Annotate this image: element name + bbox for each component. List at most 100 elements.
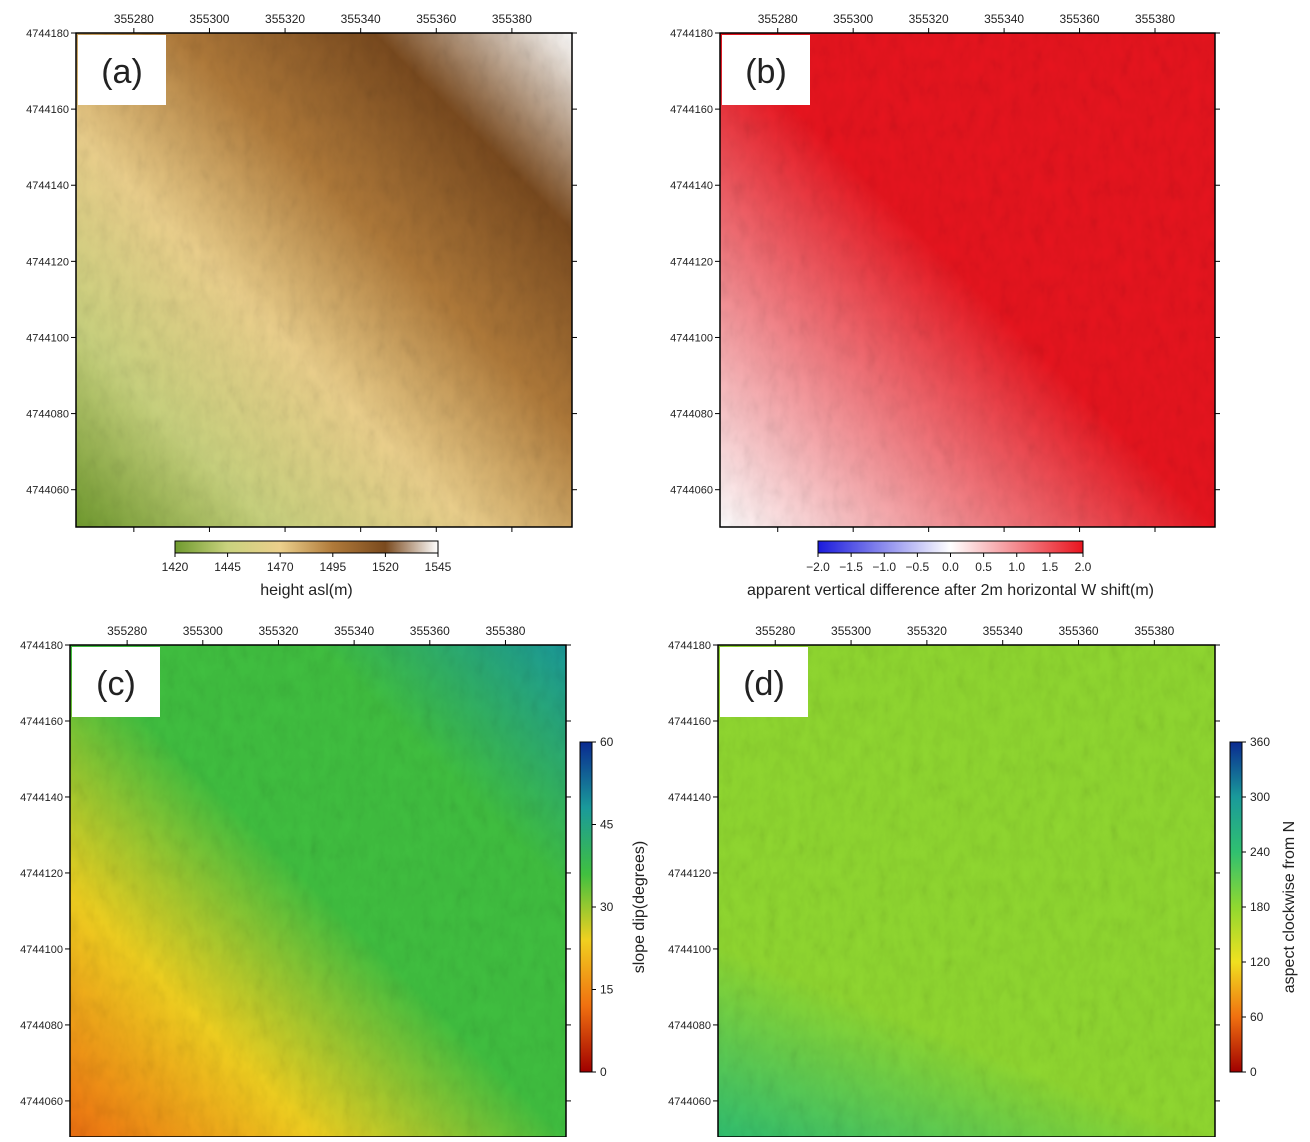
x-tick-label: 355280	[755, 624, 795, 638]
x-tick-label: 355380	[1134, 624, 1174, 638]
panel: (b) 355280 355300 355320 355340 355360 355380 4…	[670, 12, 1220, 599]
x-tick-label: 355320	[258, 624, 298, 638]
y-tick-label: 4744120	[26, 256, 69, 268]
colorbar-tick-label: 0.5	[975, 560, 992, 574]
colorbar-tick-label: 1520	[372, 560, 399, 574]
x-tick-label: 355380	[1135, 12, 1175, 26]
x-tick-label: 355300	[183, 624, 223, 638]
colorbar	[1230, 742, 1242, 1072]
colorbar-tick-label: −1.0	[872, 560, 896, 574]
x-tick-label: 355300	[189, 12, 229, 26]
y-tick-label: 4744140	[670, 180, 713, 192]
y-tick-label: 4744140	[20, 792, 63, 804]
y-tick-label: 4744120	[668, 868, 711, 880]
x-tick-label: 355360	[1060, 12, 1100, 26]
colorbar-tick-label: 120	[1250, 955, 1270, 969]
x-tick-label: 355320	[909, 12, 949, 26]
colorbar-tick-label: −0.5	[906, 560, 930, 574]
raster-texture	[76, 33, 572, 527]
colorbar-tick-label: −2.0	[806, 560, 830, 574]
colorbar-tick-label: 1545	[425, 560, 452, 574]
panel: (a) 355280 355300 355320 355340 355360 355380 4…	[26, 12, 577, 599]
y-tick-label: 4744080	[670, 409, 713, 421]
x-tick-label: 355320	[907, 624, 947, 638]
colorbar-tick-label: −1.5	[839, 560, 863, 574]
colorbar-tick-label: 1470	[267, 560, 294, 574]
x-tick-label: 355280	[107, 624, 147, 638]
y-tick-label: 4744180	[20, 640, 63, 652]
colorbar-tick-label: 240	[1250, 845, 1270, 859]
raster-texture	[70, 645, 566, 1137]
panel-label: (c)	[96, 665, 136, 703]
x-tick-label: 355280	[114, 12, 154, 26]
y-tick-label: 4744080	[668, 1020, 711, 1032]
y-tick-label: 4744140	[668, 792, 711, 804]
colorbar-tick-label: 360	[1250, 735, 1270, 749]
y-tick-label: 4744100	[20, 944, 63, 956]
y-tick-label: 4744120	[670, 256, 713, 268]
colorbar	[175, 541, 438, 553]
colorbar-tick-label: 0	[600, 1065, 607, 1079]
x-tick-label: 355380	[485, 624, 525, 638]
colorbar-tick-label: 45	[600, 818, 614, 832]
colorbar-tick-label: 0	[1250, 1065, 1257, 1079]
y-tick-label: 4744160	[20, 716, 63, 728]
x-tick-label: 355360	[1059, 624, 1099, 638]
colorbar-tick-label: 1420	[162, 560, 189, 574]
colorbar-label: aspect clockwise from N	[1281, 821, 1298, 994]
raster-texture	[718, 645, 1215, 1137]
y-tick-label: 4744180	[26, 28, 69, 40]
y-tick-label: 4744100	[668, 944, 711, 956]
y-tick-label: 4744180	[670, 28, 713, 40]
y-tick-label: 4744060	[20, 1096, 63, 1108]
panel-label: (d)	[743, 665, 785, 703]
colorbar-tick-label: 0.0	[942, 560, 959, 574]
y-tick-label: 4744180	[668, 640, 711, 652]
colorbar-tick-label: 180	[1250, 900, 1270, 914]
x-tick-label: 355340	[984, 12, 1024, 26]
x-tick-label: 355300	[833, 12, 873, 26]
panel-label: (a)	[101, 53, 143, 91]
colorbar-tick-label: 30	[600, 900, 614, 914]
colorbar-label: slope dip(degrees)	[631, 841, 648, 974]
colorbar-tick-label: 60	[1250, 1010, 1264, 1024]
y-tick-label: 4744160	[668, 716, 711, 728]
x-tick-label: 355340	[983, 624, 1023, 638]
x-tick-label: 355340	[341, 12, 381, 26]
y-tick-label: 4744120	[20, 868, 63, 880]
colorbar	[818, 541, 1083, 553]
colorbar-label: height asl(m)	[260, 582, 352, 599]
y-tick-label: 4744080	[20, 1020, 63, 1032]
x-tick-label: 355300	[831, 624, 871, 638]
colorbar-tick-label: 1445	[214, 560, 241, 574]
panel: (c) 355280 355300 355320 355340 355360 355380 4…	[20, 624, 648, 1137]
y-tick-label: 4744160	[26, 104, 69, 116]
x-tick-label: 355280	[758, 12, 798, 26]
colorbar-tick-label: 1.0	[1008, 560, 1025, 574]
colorbar-tick-label: 2.0	[1075, 560, 1092, 574]
y-tick-label: 4744060	[26, 485, 69, 497]
colorbar-label: apparent vertical difference after 2m ho…	[747, 582, 1154, 599]
y-tick-label: 4744100	[670, 332, 713, 344]
x-tick-label: 355360	[410, 624, 450, 638]
x-tick-label: 355360	[416, 12, 456, 26]
x-tick-label: 355380	[492, 12, 532, 26]
colorbar-tick-label: 1.5	[1042, 560, 1059, 574]
x-tick-label: 355340	[334, 624, 374, 638]
raster-texture	[720, 33, 1215, 527]
x-tick-label: 355320	[265, 12, 305, 26]
colorbar-tick-label: 60	[600, 735, 614, 749]
y-tick-label: 4744060	[668, 1096, 711, 1108]
colorbar-tick-label: 15	[600, 983, 614, 997]
y-tick-label: 4744160	[670, 104, 713, 116]
panel: (d) 355280 355300 355320 355340 355360 355380 4…	[668, 624, 1298, 1137]
figure: (a) 355280 355300 355320 355340 355360 355380 4…	[0, 0, 1310, 1137]
y-tick-label: 4744080	[26, 409, 69, 421]
y-tick-label: 4744100	[26, 332, 69, 344]
colorbar-tick-label: 1495	[319, 560, 346, 574]
colorbar	[580, 742, 592, 1072]
y-tick-label: 4744060	[670, 485, 713, 497]
panel-label: (b)	[745, 53, 787, 91]
colorbar-tick-label: 300	[1250, 790, 1270, 804]
y-tick-label: 4744140	[26, 180, 69, 192]
